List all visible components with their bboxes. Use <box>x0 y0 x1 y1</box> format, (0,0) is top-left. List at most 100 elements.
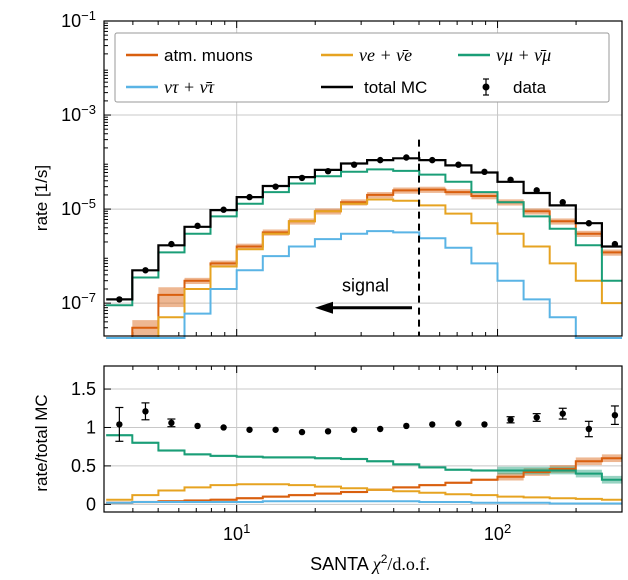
bottom-grid <box>104 366 623 512</box>
top-data-point <box>168 240 175 248</box>
top-data-point <box>324 167 332 175</box>
top-plot-frame <box>103 20 623 337</box>
top-y-tick-base: 10 <box>61 199 81 219</box>
x-tick-base: 10 <box>484 524 504 544</box>
bottom-plot-frame <box>103 365 623 513</box>
bottom-series-series <box>106 500 622 505</box>
bottom-panel: 00.511.5 101 102 rate/total MC SANTA χ2/d… <box>32 365 623 574</box>
x-tick-exponent: 1 <box>243 521 250 536</box>
top-data-point <box>194 222 201 230</box>
x-axis-label-prefix: SANTA <box>310 554 373 574</box>
legend-label-nue: νe + ν̄e <box>359 45 412 65</box>
top-data-point <box>533 187 540 194</box>
bottom-y-tick-labels: 0 0.5 1 1.5 <box>71 379 96 514</box>
bottom-y-tick-label: 1.5 <box>71 379 96 399</box>
top-data-point <box>455 161 462 168</box>
bottom-data-point <box>533 414 540 421</box>
bottom-data-point <box>611 411 619 419</box>
bottom-data-point <box>220 424 227 431</box>
x-tick-labels: 101 102 <box>223 521 511 545</box>
bottom-series-e-e <box>106 483 622 501</box>
top-data-point <box>611 240 619 248</box>
bottom-data-points <box>115 402 619 442</box>
legend-label-numu: νμ + ν̄μ <box>496 45 551 65</box>
top-data-point <box>246 193 253 201</box>
top-y-tick-exponent: −5 <box>81 196 96 211</box>
legend-label-data: data <box>513 78 547 97</box>
bottom-data-point <box>324 428 332 435</box>
top-band-atm-muons <box>132 320 159 338</box>
top-series-series <box>106 168 622 307</box>
top-band-atm-muons <box>158 287 185 308</box>
top-data-point <box>272 183 279 190</box>
top-y-tick-base: 10 <box>61 11 81 31</box>
bottom-data-point <box>142 408 149 415</box>
top-y-tick-label: 10−1 <box>61 8 96 32</box>
x-tick-label: 102 <box>484 521 511 545</box>
signal-arrowhead <box>315 301 334 314</box>
top-data-point <box>220 206 227 213</box>
top-data-point <box>507 176 514 183</box>
top-y-tick-label: 10−3 <box>61 102 96 126</box>
bottom-data-point <box>194 422 201 430</box>
top-y-tick-label: 10−5 <box>61 196 96 220</box>
top-y-axis-label: rate [1/s] <box>32 165 51 231</box>
bottom-data-point <box>455 420 462 427</box>
x-axis-label-suffix: /d.o.f. <box>387 554 430 574</box>
top-data-point <box>350 161 358 168</box>
bottom-data-point <box>429 421 436 428</box>
top-data-point <box>377 156 384 164</box>
bottom-data-point <box>403 422 410 430</box>
top-y-tick-labels: 10−110−310−510−7 <box>61 8 96 314</box>
top-y-tick-base: 10 <box>61 293 81 313</box>
top-data-point <box>585 220 593 227</box>
legend: atm. muons νe + ν̄e νμ + ν̄μ ντ + ν̄τ to… <box>114 32 610 103</box>
top-data-point <box>116 296 123 303</box>
top-y-tick-base: 10 <box>61 105 81 125</box>
top-series-series <box>106 230 622 339</box>
bottom-data-point <box>168 419 175 427</box>
x-tick-exponent: 2 <box>504 521 511 536</box>
bottom-data-point <box>377 425 384 433</box>
x-tick-base: 10 <box>223 524 243 544</box>
bottom-data-point <box>116 421 123 428</box>
top-y-tick-label: 10−7 <box>61 290 96 314</box>
x-axis-label: SANTA χ2/d.o.f. <box>310 552 430 574</box>
top-data-point <box>403 154 410 161</box>
top-y-tick-exponent: −3 <box>81 102 96 117</box>
bottom-data-point <box>298 428 306 436</box>
x-tick-label: 101 <box>223 521 250 545</box>
bottom-data-point <box>585 425 593 433</box>
bottom-y-tick-label: 0 <box>86 494 96 514</box>
legend-label-nutau: ντ + ν̄τ <box>164 77 215 97</box>
legend-label-atm-muons: atm. muons <box>164 46 253 65</box>
top-data-point <box>142 267 149 274</box>
signal-label: signal <box>342 276 389 296</box>
top-series <box>106 157 622 339</box>
bottom-y-tick-label: 1 <box>86 417 96 437</box>
bottom-uncertainty-bands <box>106 434 622 504</box>
bottom-series-series <box>106 434 622 481</box>
top-data-point <box>429 156 436 164</box>
legend-label-total-mc: total MC <box>364 78 427 97</box>
top-y-tick-exponent: −7 <box>81 290 96 305</box>
bottom-series <box>106 434 622 505</box>
top-data-point <box>559 199 566 206</box>
top-y-tick-exponent: −1 <box>81 8 96 23</box>
top-panel: signal 10−110−310−510−7 rate [1/s] atm. … <box>32 8 623 339</box>
bottom-data-point <box>507 416 514 423</box>
top-series-e-e <box>106 198 622 339</box>
top-data-point <box>298 174 306 182</box>
bottom-y-axis-label: rate/total MC <box>32 394 51 491</box>
bottom-y-tick-label: 0.5 <box>71 456 96 476</box>
legend-swatch-data <box>482 78 490 96</box>
bottom-data-point <box>246 426 253 433</box>
bottom-data-point <box>272 426 279 433</box>
bottom-data-point <box>559 410 566 417</box>
x-axis-label-chi: χ <box>371 554 382 574</box>
top-data-point <box>481 168 488 176</box>
x-axis-label-sup: 2 <box>381 552 388 566</box>
bottom-data-point <box>481 421 488 428</box>
bottom-data-point <box>350 426 358 433</box>
